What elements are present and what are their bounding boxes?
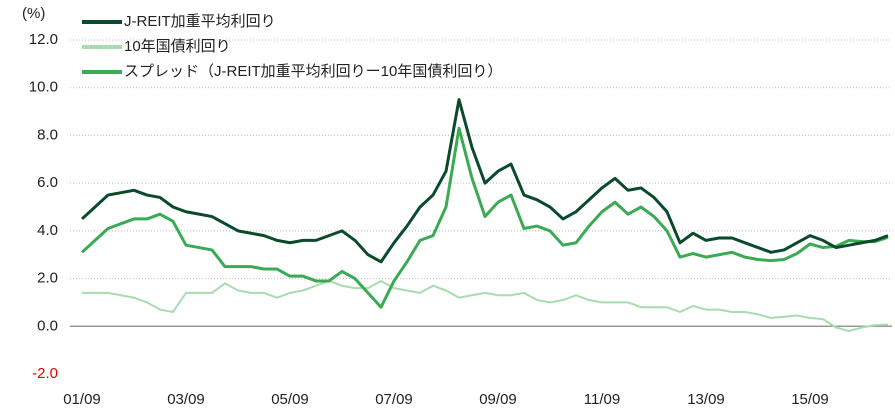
y-tick-label: -2.0 — [32, 365, 58, 382]
x-tick-label: 01/09 — [63, 391, 101, 408]
y-tick-label: 4.0 — [37, 222, 58, 239]
legend-label: スプレッド（J-REIT加重平均利回りー10年国債利回り） — [124, 63, 502, 80]
series-line — [82, 279, 889, 333]
legend-label: J-REIT加重平均利回り — [124, 13, 276, 30]
x-tick-label: 09/09 — [479, 391, 517, 408]
x-tick-label: 15/09 — [791, 391, 829, 408]
y-tick-label: 8.0 — [37, 126, 58, 143]
x-tick-label: 11/09 — [584, 391, 620, 408]
y-tick-label: 12.0 — [29, 31, 58, 48]
x-tick-label: 07/09 — [375, 391, 413, 408]
x-tick-label: 05/09 — [271, 391, 309, 408]
x-tick-label: 03/09 — [167, 391, 205, 408]
series-line — [80, 126, 889, 309]
y-tick-label: 0.0 — [37, 317, 58, 334]
legend-label: 10年国債利回り — [124, 38, 231, 55]
y-tick-label: 2.0 — [37, 270, 58, 287]
x-tick-label: 13/09 — [687, 391, 725, 408]
y-tick-label: 10.0 — [29, 79, 58, 96]
unit-label: (%) — [22, 5, 45, 22]
y-tick-label: 6.0 — [37, 174, 58, 191]
series-line — [80, 98, 889, 264]
